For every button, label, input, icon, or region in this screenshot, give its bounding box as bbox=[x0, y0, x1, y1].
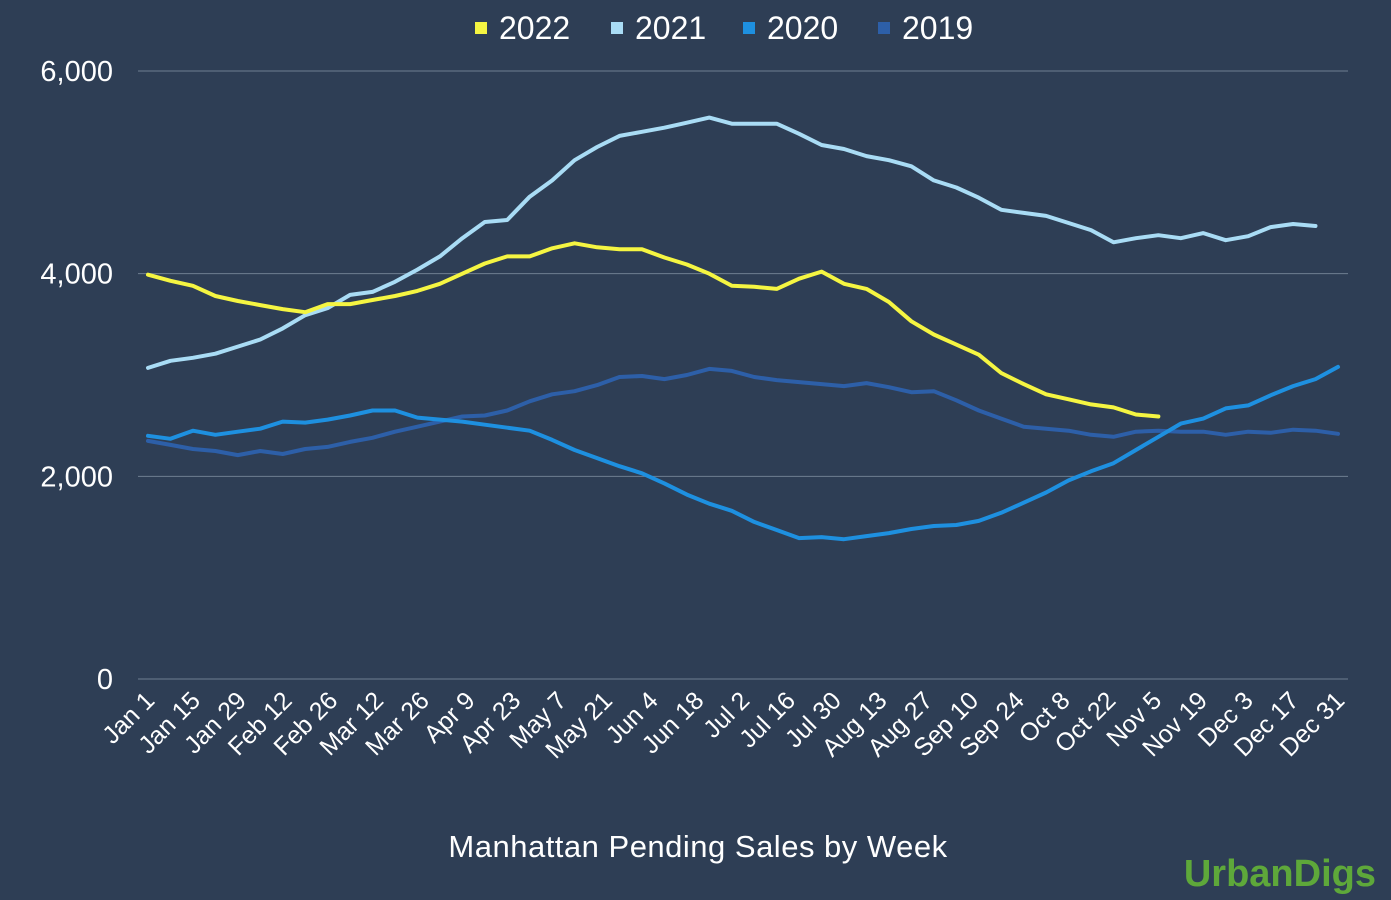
series-line-2022 bbox=[146, 241, 1161, 419]
y-tick-label: 4,000 bbox=[40, 259, 113, 291]
legend-label-2020: 2020 bbox=[767, 10, 838, 46]
legend-label-2021: 2021 bbox=[635, 10, 706, 46]
y-tick-label: 6,000 bbox=[40, 56, 113, 88]
series-lines bbox=[146, 115, 1340, 542]
gridlines bbox=[138, 70, 1348, 680]
legend-swatch-2021 bbox=[611, 22, 623, 34]
legend-label-2022: 2022 bbox=[499, 10, 570, 46]
brand-logo-text: UrbanDigs bbox=[1184, 853, 1376, 895]
legend: 2022 2021 2020 2019 bbox=[475, 10, 973, 46]
y-axis-ticks: 0 2,000 4,000 6,000 bbox=[40, 56, 113, 696]
series-line-2021 bbox=[146, 115, 1318, 370]
y-tick-label: 2,000 bbox=[40, 461, 113, 493]
legend-swatch-2019 bbox=[878, 22, 890, 34]
series-line-2020 bbox=[146, 364, 1340, 542]
legend-swatch-2022 bbox=[475, 22, 487, 34]
legend-label-2019: 2019 bbox=[902, 10, 973, 46]
x-axis-title: Manhattan Pending Sales by Week bbox=[448, 829, 947, 864]
series-line-2019 bbox=[146, 366, 1340, 458]
legend-swatch-2020 bbox=[743, 22, 755, 34]
y-tick-label: 0 bbox=[97, 664, 113, 696]
